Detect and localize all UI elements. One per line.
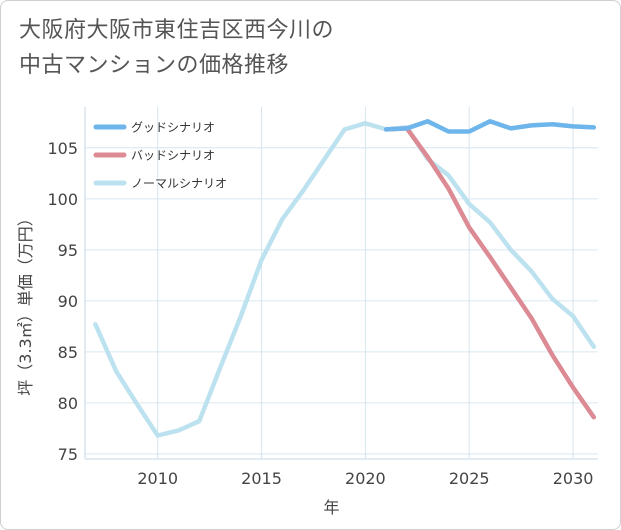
y-tick-label: 85: [58, 343, 78, 362]
legend-label: バッドシナリオ: [131, 149, 215, 163]
legend-label: グッドシナリオ: [131, 121, 215, 135]
series-line-0: [383, 119, 597, 134]
y-tick-label: 80: [58, 394, 78, 413]
series-line-1: [383, 126, 597, 420]
y-tick-label: 105: [47, 139, 78, 158]
x-tick-label: 2025: [449, 469, 490, 488]
x-tick-label: 2015: [241, 469, 282, 488]
y-tick-label: 95: [58, 241, 78, 260]
y-tick-label: 75: [58, 445, 78, 464]
x-tick-label: 2020: [345, 469, 386, 488]
plot-area: [85, 107, 598, 459]
x-tick-label: 2030: [553, 469, 594, 488]
y-tick-label: 100: [47, 190, 78, 209]
x-axis-label: 年: [323, 498, 339, 517]
y-axis-label: 坪（3.3㎡）単価（万円）: [16, 210, 35, 395]
x-tick-label: 2010: [137, 469, 178, 488]
legend-label: ノーマルシナリオ: [131, 177, 227, 191]
series-line-2: [93, 121, 597, 438]
chart-title: 大阪府大阪市東住吉区西今川の 中古マンションの価格推移: [19, 18, 335, 78]
y-tick-label: 90: [58, 292, 78, 311]
